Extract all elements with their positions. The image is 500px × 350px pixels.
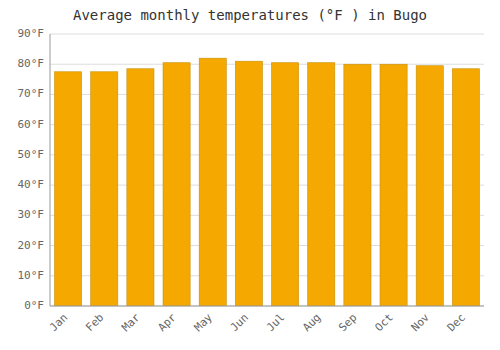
y-tick-label: 30°F [18,208,45,221]
x-tick-label: Mar [119,311,143,335]
x-axis: Jan Feb Mar Apr May Jun Jul Aug Sep Oct Nov Dec [47,311,468,335]
grid [50,34,484,306]
grid-line [50,306,484,307]
title: Average monthly temperatures (°F ) in Bu… [73,7,427,23]
x-axis-line [50,306,484,307]
x-tick-label: Oct [372,311,395,334]
y-tick-label: 90°F [18,27,45,40]
bars [55,58,480,306]
bar [308,63,335,306]
bar [416,66,443,306]
chart-svg: 0°F 10°F 20°F 30°F 40°F 50°F 60°F 70°F 80°F 90°F J… [0,0,500,350]
x-tick-label: Aug [300,311,323,334]
x-tick-label: Jun [228,311,251,334]
y-tick-label: 40°F [18,178,45,191]
y-axis-line [50,34,51,306]
x-tick-label: Nov [409,311,433,335]
bar [199,58,226,306]
y-tick-label: 50°F [18,148,45,161]
x-tick-label: Jan [47,311,70,334]
grid-line [50,34,484,35]
y-tick-label: 80°F [18,57,45,70]
bar [344,64,371,306]
bar [272,63,299,306]
y-axis: 0°F 10°F 20°F 30°F 40°F 50°F 60°F 70°F 80°F 90°F [18,27,45,312]
bar [452,69,479,306]
x-tick-label: May [192,311,216,335]
bar [127,69,154,306]
y-tick-label: 70°F [18,87,45,100]
bar [55,72,82,306]
x-tick-label: Feb [83,311,106,334]
x-tick-label: Jul [264,311,287,334]
x-tick-label: Apr [155,311,179,335]
bar [163,63,190,306]
y-tick-label: 20°F [18,239,45,252]
x-tick-label: Sep [336,311,359,334]
y-tick-label: 0°F [24,299,44,312]
bar [380,64,407,306]
bar [235,61,262,306]
bar [91,72,118,306]
x-tick-label: Dec [445,311,468,334]
y-tick-label: 10°F [18,269,45,282]
y-tick-label: 60°F [18,118,45,131]
chart-container: 0°F 10°F 20°F 30°F 40°F 50°F 60°F 70°F 80°F 90°F J… [0,0,500,350]
grid-line [50,64,484,65]
